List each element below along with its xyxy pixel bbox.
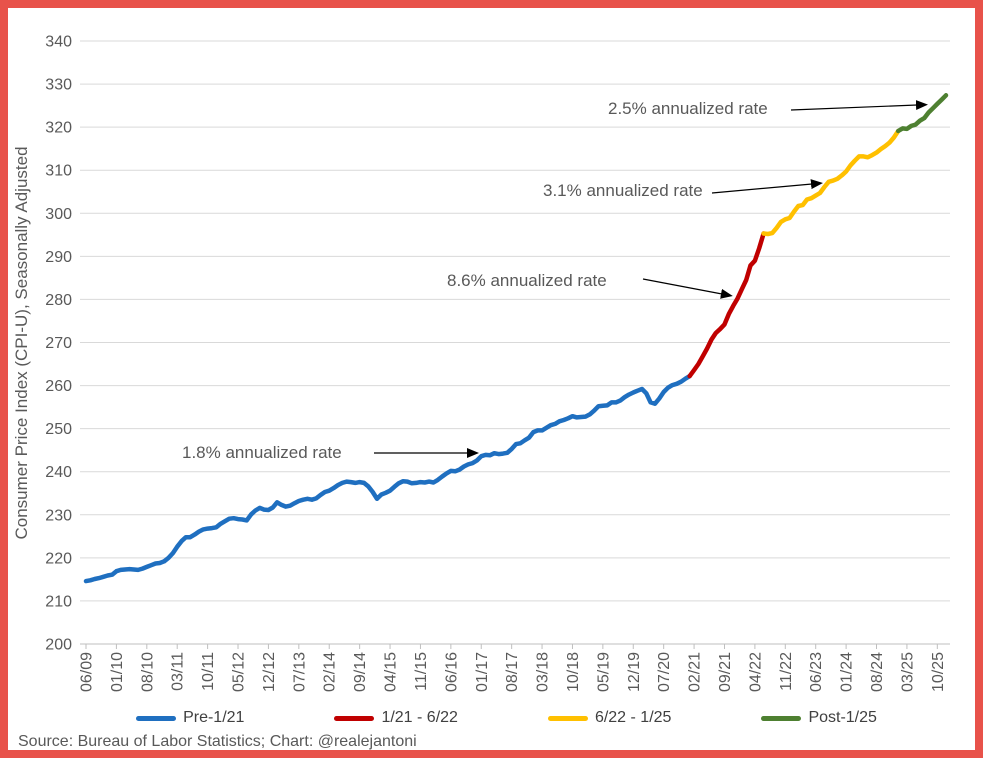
cpi-line-chart: 200 210 220 230 240 250 260 270 280 290 300 310 320 3… [12,34,950,692]
x-tick-label: 02/21 [687,652,704,692]
y-tick-label: 200 [45,637,72,654]
legend-label: Post-1/25 [808,709,877,726]
x-tick-label: 10/25 [930,652,947,692]
legend-label: Pre-1/21 [183,709,245,726]
y-tick-label: 340 [45,34,72,51]
legend-label: 6/22 - 1/25 [594,709,672,726]
legend-item-pre-1-21: Pre-1/21 [136,709,244,727]
legend-swatch-green [761,715,802,721]
y-tick-label: 310 [45,163,72,180]
y-tick-label: 300 [45,206,72,223]
x-tick-label: 07/13 [291,652,308,692]
y-tick-label: 210 [45,593,72,610]
x-tick-label: 09/14 [352,652,369,692]
series-1-21-6-22 [687,231,766,379]
x-tick-label: 11/22 [778,652,795,691]
x-tick-label: 03/11 [170,652,187,691]
annotation-arrow [711,179,823,194]
legend-swatch-yellow [547,715,588,721]
annotation-label: 3.1% annualized rate [543,181,703,200]
y-tick-label: 240 [45,464,72,481]
legend-swatch-red [334,715,375,721]
y-tick-label: 250 [45,421,72,438]
y-tick-label: 230 [45,507,72,524]
annotation-arrow [790,100,928,111]
line-series [83,93,949,584]
x-tick-label: 10/11 [200,652,217,691]
x-tick-label: 05/12 [231,652,248,692]
y-axis-title: Consumer Price Index (CPI-U), Seasonally… [12,146,31,539]
x-tick-label: 11/15 [413,652,430,691]
annotation-pre-1-21: 1.8% annualized rate [182,443,479,462]
series-post-1-25 [895,93,949,134]
x-tick-label: 03/25 [899,652,916,692]
series-6-22-1-25 [761,128,901,237]
x-tick-label: 04/22 [747,652,764,692]
x-tick-label: 07/20 [656,652,673,692]
annotation-label: 8.6% annualized rate [447,271,607,290]
x-tick-label: 01/10 [109,652,126,692]
x-tick-label: 06/23 [808,652,825,692]
y-tick-label: 320 [45,120,72,137]
y-axis-tick-labels: 200 210 220 230 240 250 260 270 280 290 300 310 320 3… [45,34,72,654]
y-tick-label: 290 [45,249,72,266]
legend-item-6-22-1-25: 6/22 - 1/25 [547,709,672,727]
source-note: Source: Bureau of Labor Statistics; Char… [18,733,417,750]
x-tick-label: 08/24 [869,652,886,692]
y-tick-label: 330 [45,77,72,94]
legend-item-1-21-6-22: 1/21 - 6/22 [334,709,458,727]
chart-canvas: 200 210 220 230 240 250 260 270 280 290 300 310 320 3… [8,8,975,750]
x-tick-label: 09/21 [717,652,734,692]
x-tick-label: 10/18 [565,652,582,692]
annotation-label: 2.5% annualized rate [608,99,768,118]
x-tick-label: 01/17 [474,652,491,692]
x-tick-label: 01/24 [839,652,856,692]
legend-item-post-1-25: Post-1/25 [761,709,877,727]
x-tick-label: 12/19 [626,652,643,692]
x-tick-label: 03/18 [535,652,552,692]
x-axis-tickmarks [85,644,938,649]
legend-swatch-blue [136,715,177,721]
annotation-1-21-6-22: 8.6% annualized rate [447,271,733,299]
x-tick-label: 05/19 [595,652,612,692]
gridlines [80,40,950,645]
y-tick-label: 260 [45,378,72,395]
y-tick-label: 280 [45,292,72,309]
annotation-arrow [642,278,733,299]
legend-label: 1/21 - 6/22 [381,709,458,726]
x-tick-label: 06/09 [79,652,96,692]
y-tick-label: 270 [45,335,72,352]
y-tick-label: 220 [45,550,72,567]
x-tick-label: 06/16 [443,652,460,692]
annotation-post-1-25: 2.5% annualized rate [608,99,928,118]
x-tick-label: 12/12 [261,652,278,692]
x-tick-label: 08/10 [139,652,156,692]
series-pre-1-21 [83,373,692,584]
x-tick-label: 02/14 [322,652,339,692]
annotation-6-22-1-25: 3.1% annualized rate [543,179,823,200]
x-axis-tick-labels: 06/09 01/10 08/10 03/11 10/11 05/12 12/12 07/13… [79,652,947,692]
legend: Pre-1/21 1/21 - 6/22 6/22 - 1/25 Post-1/… [8,709,975,727]
x-tick-label: 04/15 [383,652,400,692]
annotation-label: 1.8% annualized rate [182,443,342,462]
x-tick-label: 08/17 [504,652,521,692]
